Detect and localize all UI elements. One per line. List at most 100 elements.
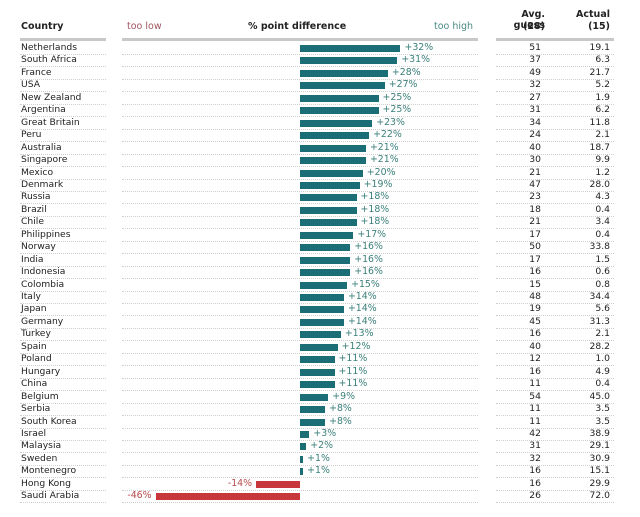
row-divider xyxy=(122,91,478,93)
table-row: USA +27% 32 5.2 xyxy=(0,79,640,93)
row-divider xyxy=(20,78,106,80)
row-divider xyxy=(496,228,614,230)
table-row: Hong Kong -14% 16 29.9 xyxy=(0,477,640,491)
actual-value: 2.1 xyxy=(595,129,610,141)
row-divider xyxy=(122,502,478,504)
row-divider xyxy=(496,253,614,255)
row-divider xyxy=(496,340,614,342)
actual-value: 21.7 xyxy=(589,66,610,78)
table-row: Belgium +9% 54 45.0 xyxy=(0,390,640,404)
avg-guess-value: 16 xyxy=(529,328,541,340)
table-row: Great Britain +23% 34 11.8 xyxy=(0,116,640,130)
country-label: Poland xyxy=(21,353,52,365)
avg-guess-value: 15 xyxy=(529,278,541,290)
bar-value-label: +12% xyxy=(341,340,371,352)
row-divider xyxy=(20,365,106,367)
country-label: Norway xyxy=(21,241,56,253)
country-label: Mexico xyxy=(21,166,54,178)
table-row: Malaysia +2% 31 29.1 xyxy=(0,440,640,454)
bar-value-label: +27% xyxy=(388,79,418,91)
country-label: Singapore xyxy=(21,154,68,166)
header-rule-chart xyxy=(122,38,478,41)
avg-guess-value: 32 xyxy=(529,79,541,91)
row-divider xyxy=(122,452,478,454)
row-divider xyxy=(496,402,614,404)
actual-value: 28.2 xyxy=(589,340,610,352)
actual-value: 72.0 xyxy=(589,490,610,502)
country-label: Chile xyxy=(21,216,44,228)
table-row: Argentina +25% 31 6.2 xyxy=(0,104,640,118)
actual-value: 1.0 xyxy=(595,353,610,365)
bar-value-label: +23% xyxy=(376,116,405,128)
row-divider xyxy=(496,166,614,168)
avg-guess-value: 12 xyxy=(529,353,541,365)
actual-value: 2.1 xyxy=(595,328,610,340)
avg-guess-value: 19 xyxy=(529,303,541,315)
avg-guess-value: 37 xyxy=(529,54,541,66)
actual-value: 0.4 xyxy=(595,203,610,215)
country-label: Great Britain xyxy=(21,116,80,128)
country-label: India xyxy=(21,253,44,265)
header-rule-country xyxy=(20,38,106,41)
row-divider xyxy=(122,265,478,267)
row-divider xyxy=(496,78,614,80)
bar xyxy=(300,69,388,77)
actual-value: 29.1 xyxy=(589,440,610,452)
avg-guess-value: 24 xyxy=(529,129,541,141)
bar-value-label: -14% xyxy=(227,477,253,489)
table-row: Italy +14% 48 34.4 xyxy=(0,291,640,304)
row-divider xyxy=(122,377,478,379)
table-row: Sweden +1% 32 30.9 xyxy=(0,453,640,466)
row-divider xyxy=(122,215,478,217)
avg-guess-value: 40 xyxy=(529,141,541,153)
bar xyxy=(300,443,307,451)
row-divider xyxy=(20,278,106,280)
bar-value-label: +11% xyxy=(338,378,368,390)
row-divider xyxy=(496,116,614,118)
bar-value-label: +16% xyxy=(354,266,383,278)
country-label: Italy xyxy=(21,291,41,302)
table-row: France +28% 49 21.7 xyxy=(0,66,640,80)
row-divider xyxy=(496,240,614,242)
bar-value-label: +22% xyxy=(373,129,402,141)
row-divider xyxy=(496,327,614,329)
actual-value: 9.9 xyxy=(595,154,610,166)
table-row: Serbia +8% 11 3.5 xyxy=(0,403,640,417)
row-divider xyxy=(122,166,478,168)
bar xyxy=(300,206,357,214)
row-divider xyxy=(20,352,106,354)
bar-value-label: +13% xyxy=(344,328,374,340)
row-divider xyxy=(20,315,106,317)
row-divider xyxy=(122,464,478,466)
country-label: Philippines xyxy=(21,228,71,240)
row-divider xyxy=(20,116,106,118)
row-divider xyxy=(496,502,614,504)
bar-value-label: +11% xyxy=(338,365,368,377)
bar xyxy=(300,82,385,90)
row-divider xyxy=(20,153,106,155)
country-label: Brazil xyxy=(21,203,47,215)
avg-guess-value: 17 xyxy=(529,228,541,240)
row-divider xyxy=(20,128,106,130)
row-divider xyxy=(122,178,478,180)
actual-value: 5.6 xyxy=(595,303,610,315)
row-divider xyxy=(122,228,478,230)
country-label: Spain xyxy=(21,340,47,352)
avg-guess-value: 45 xyxy=(529,315,541,327)
bar xyxy=(300,231,354,239)
country-label: Saudi Arabia xyxy=(21,490,80,502)
bar xyxy=(256,480,300,488)
row-divider xyxy=(20,290,106,292)
table-row: South Korea +8% 11 3.5 xyxy=(0,416,640,429)
row-divider xyxy=(20,415,106,417)
row-divider xyxy=(20,340,106,342)
row-divider xyxy=(122,340,478,342)
bar xyxy=(300,107,379,115)
table-row: Chile +18% 21 3.4 xyxy=(0,216,640,230)
bar-value-label: +3% xyxy=(313,427,337,439)
table-row: Mexico +20% 21 1.2 xyxy=(0,166,640,180)
row-divider xyxy=(20,141,106,143)
actual-value: 45.0 xyxy=(589,390,610,402)
actual-value: 0.4 xyxy=(595,378,610,390)
table-row: Turkey +13% 16 2.1 xyxy=(0,328,640,342)
